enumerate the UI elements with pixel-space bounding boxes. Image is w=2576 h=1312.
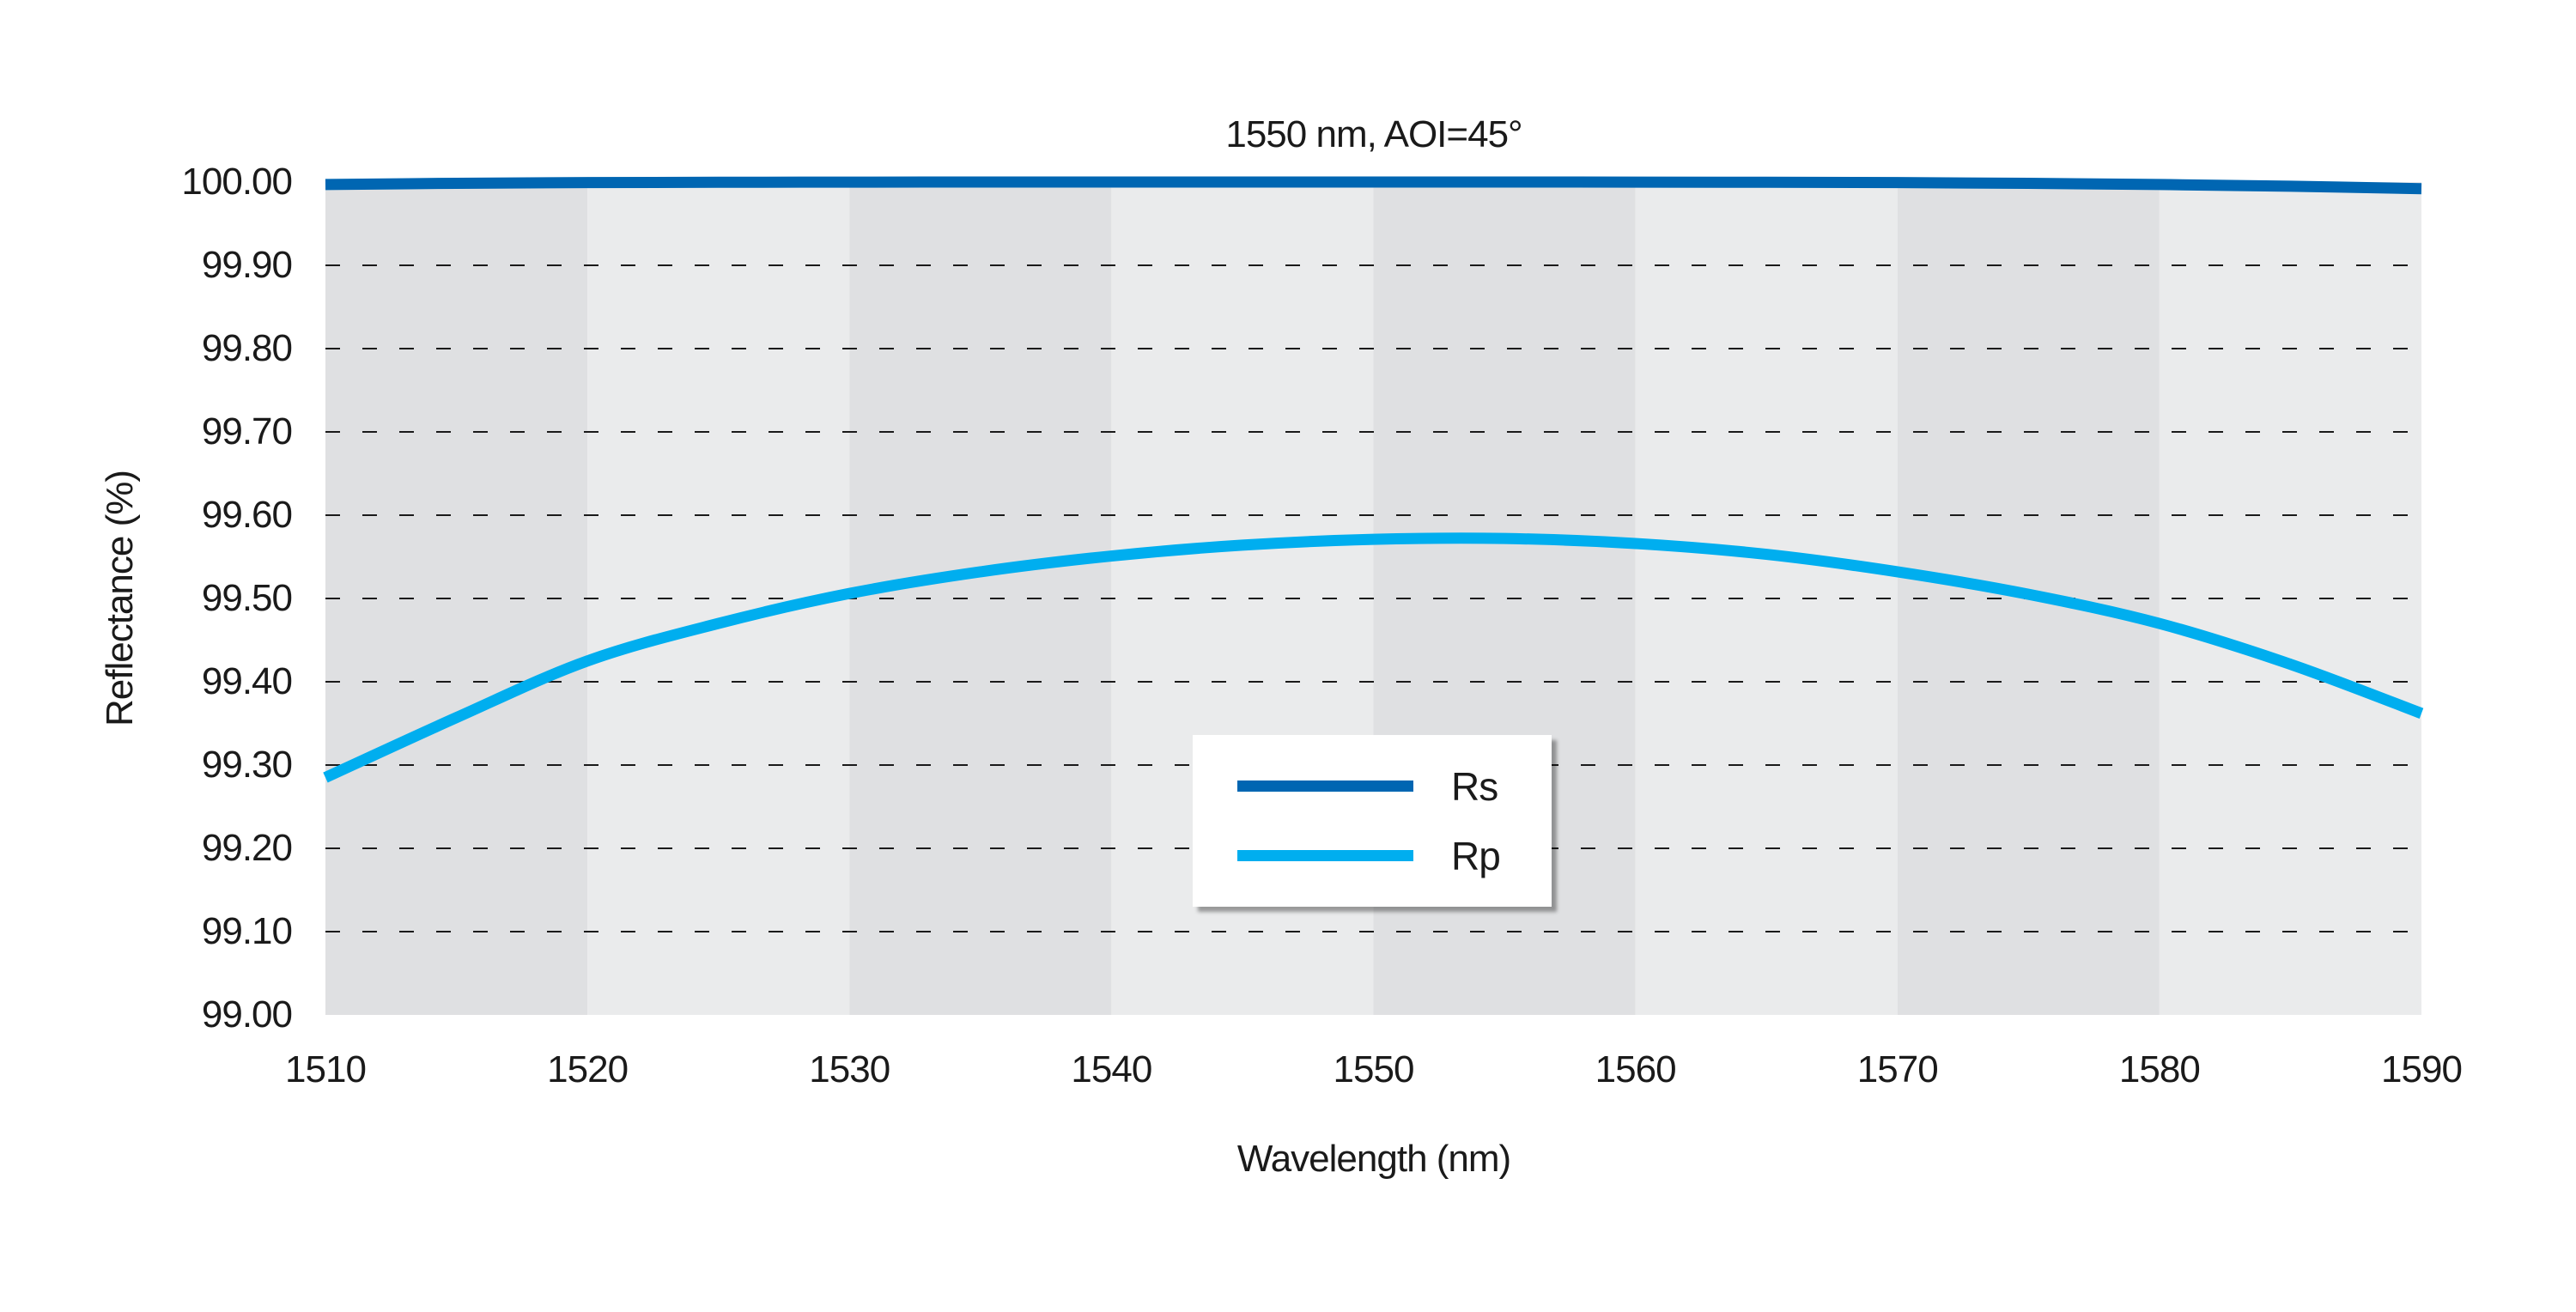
y-tick-label: 99.40 bbox=[201, 660, 293, 702]
y-tick-label: 99.50 bbox=[201, 577, 293, 619]
legend: Rs Rp bbox=[1193, 735, 1552, 907]
y-axis-title: Reflectance (%) bbox=[99, 470, 141, 727]
x-tick-label: 1570 bbox=[1856, 1048, 1939, 1090]
rp-curve bbox=[323, 532, 2424, 783]
y-tick-label: 99.10 bbox=[201, 910, 293, 952]
series-curves bbox=[323, 176, 2424, 783]
x-tick-label: 1590 bbox=[2381, 1048, 2463, 1090]
x-tick-label: 1580 bbox=[2118, 1048, 2201, 1090]
rp-legend-label: Rp bbox=[1451, 833, 1501, 878]
y-tick-label: 99.00 bbox=[201, 993, 293, 1036]
rs-line-swatch bbox=[1237, 781, 1413, 792]
chart-title: 1550 nm, AOI=45° bbox=[1225, 113, 1522, 155]
legend-item-rs: Rs bbox=[1193, 763, 1552, 809]
y-tick-label: 99.70 bbox=[201, 410, 293, 453]
y-tick-label: 99.90 bbox=[201, 244, 293, 286]
rs-legend-label: Rs bbox=[1451, 763, 1498, 809]
legend-item-rp: Rp bbox=[1193, 833, 1552, 878]
x-tick-label: 1560 bbox=[1595, 1048, 1677, 1090]
x-tick-label: 1520 bbox=[547, 1048, 629, 1090]
y-tick-label: 99.60 bbox=[201, 494, 293, 536]
y-tick-label: 99.20 bbox=[201, 827, 293, 869]
rs-curve bbox=[325, 176, 2422, 195]
x-tick-label: 1510 bbox=[285, 1048, 367, 1090]
rp-line-swatch bbox=[1237, 850, 1413, 861]
y-tick-label: 99.30 bbox=[201, 744, 293, 786]
x-tick-label: 1550 bbox=[1333, 1048, 1415, 1090]
y-tick-label: 99.80 bbox=[201, 327, 293, 369]
y-tick-label: 100.00 bbox=[181, 161, 293, 203]
x-tick-label: 1530 bbox=[809, 1048, 890, 1090]
x-axis-title: Wavelength (nm) bbox=[1236, 1138, 1511, 1180]
x-tick-label: 1540 bbox=[1071, 1048, 1152, 1090]
